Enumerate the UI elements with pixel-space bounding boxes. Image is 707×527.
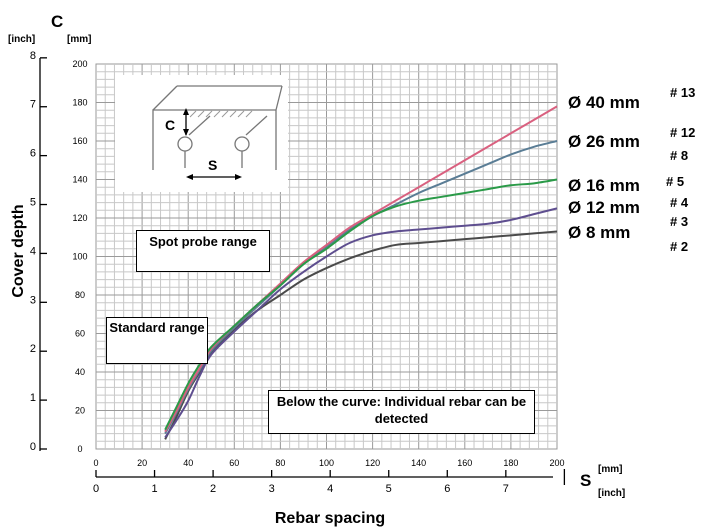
- x-tick-label-mm: 200: [549, 458, 564, 468]
- series-line-40mm: [164, 105, 558, 433]
- y-tick-label-mm: 180: [72, 98, 87, 108]
- inset-s-label: S: [208, 157, 217, 173]
- series-label-12mm: Ø 12 mm: [568, 198, 640, 217]
- y-tick-label-inch: 8: [30, 50, 36, 62]
- y-tick-label-inch: 1: [30, 392, 36, 404]
- inset-c-label: C: [165, 117, 175, 133]
- x-tick-label-inch: 1: [151, 483, 157, 495]
- x-tick-label-mm: 160: [457, 458, 472, 468]
- below-curve-label: Below the curve: Individual rebar can be…: [268, 390, 535, 434]
- x-tick-label-inch: 6: [444, 483, 450, 495]
- y-tick-label-mm: 120: [72, 213, 87, 223]
- x-axis-symbol: S: [580, 471, 591, 490]
- x-tick-label-mm: 60: [229, 458, 239, 468]
- spot-probe-range-text: Spot probe range: [149, 234, 257, 249]
- y-axis-title: Cover depth: [10, 204, 27, 297]
- y-tick-label-inch: 5: [30, 197, 36, 209]
- y-tick-label-inch: 6: [30, 148, 36, 160]
- y-tick-label-inch: 3: [30, 294, 36, 306]
- series-line-12mm: [164, 207, 558, 439]
- x-tick-label-inch: 0: [93, 483, 99, 495]
- y-tick-label-inch: 7: [30, 99, 36, 111]
- y-tick-label-inch: 4: [30, 245, 36, 257]
- axis-ticks: 0 20 40 60 80 100 120 140 160 180 2000204060801001…: [30, 50, 566, 495]
- rebar-number-label: # 2: [670, 239, 688, 254]
- x-tick-label-mm: 40: [183, 458, 193, 468]
- y-tick-label-mm: 160: [72, 136, 87, 146]
- y-tick-label-mm: 100: [72, 252, 87, 262]
- series-labels: Ø 40 mm # 13 Ø 26 mm # 12 # 8 Ø 16 mm # 5 Ø 12 …: [568, 85, 695, 254]
- series-label-8mm: Ø 8 mm: [568, 223, 630, 242]
- y-tick-label-mm: 200: [72, 59, 87, 69]
- standard-range-text: Standard range: [109, 320, 205, 335]
- y-tick-label-inch: 2: [30, 343, 36, 355]
- rebar-number-label: # 5: [666, 174, 684, 189]
- x-tick-label-inch: 4: [327, 483, 333, 495]
- x-axis-unit-inch: [inch]: [598, 488, 625, 499]
- rebar-number-label: # 12: [670, 125, 695, 140]
- y-tick-label-mm: 0: [77, 444, 82, 454]
- x-tick-label-mm: 0: [93, 458, 98, 468]
- x-axis-unit-mm: [mm]: [598, 464, 622, 475]
- series-label-16mm: Ø 16 mm: [568, 176, 640, 195]
- x-tick-label-mm: 100: [319, 458, 334, 468]
- rebar-number-label: # 13: [670, 85, 695, 100]
- y-axis-unit-mm: [mm]: [67, 34, 91, 45]
- x-tick-label-inch: 7: [503, 483, 509, 495]
- rebar-number-label: # 4: [670, 195, 689, 210]
- series-label-40mm: Ø 40 mm: [568, 93, 640, 112]
- y-tick-label-mm: 60: [75, 329, 85, 339]
- y-tick-label-mm: 140: [72, 175, 87, 185]
- x-tick-label-inch: 2: [210, 483, 216, 495]
- series-label-26mm: Ø 26 mm: [568, 132, 640, 151]
- below-curve-text: Below the curve: Individual rebar can be…: [276, 394, 527, 426]
- y-tick-label-mm: 20: [75, 406, 85, 416]
- x-tick-label-inch: 5: [386, 483, 392, 495]
- x-tick-label-mm: 180: [503, 458, 518, 468]
- rebar-number-label: # 3: [670, 214, 688, 229]
- x-tick-label-mm: 20: [137, 458, 147, 468]
- x-tick-label-mm: 140: [411, 458, 426, 468]
- standard-range-label: Standard range: [106, 317, 208, 364]
- x-tick-label-mm: 80: [275, 458, 285, 468]
- inset-diagram: C S: [115, 75, 288, 192]
- x-axis-title: Rebar spacing: [275, 510, 385, 527]
- rebar-number-label: # 8: [670, 148, 688, 163]
- y-axis-symbol: C: [51, 12, 63, 31]
- y-tick-label-mm: 40: [75, 367, 85, 377]
- axes: [39, 58, 553, 478]
- y-tick-label-inch: 0: [30, 441, 36, 453]
- spot-probe-range-label: Spot probe range: [136, 230, 270, 272]
- x-tick-label-mm: 120: [365, 458, 380, 468]
- y-tick-label-mm: 80: [75, 290, 85, 300]
- y-axis-unit-inch: [inch]: [8, 34, 35, 45]
- x-tick-label-inch: 3: [269, 483, 275, 495]
